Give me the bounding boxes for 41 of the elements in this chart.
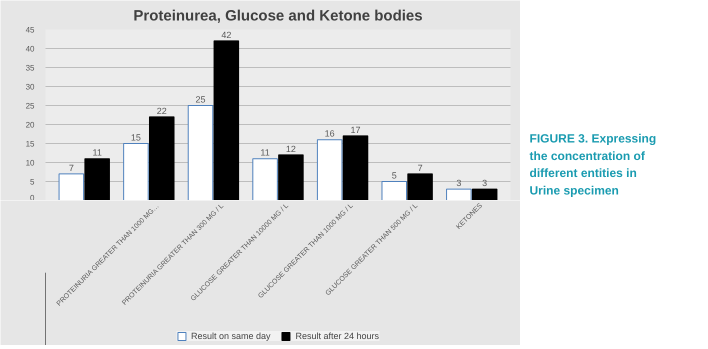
bar <box>188 105 214 200</box>
data-label: 5 <box>392 170 397 180</box>
bar <box>381 181 408 200</box>
y-tick-label: 25 <box>26 102 36 110</box>
y-tick-label: 20 <box>26 120 36 130</box>
y-tick-label: 45 <box>26 26 36 34</box>
data-label: 42 <box>221 30 232 40</box>
y-tick-label: 30 <box>26 82 36 92</box>
data-label: 11 <box>92 148 102 158</box>
bar <box>342 135 368 200</box>
bar <box>148 116 175 200</box>
y-tick-label: 35 <box>26 64 36 72</box>
data-label: 25 <box>195 94 206 104</box>
data-label: 3 <box>482 178 488 188</box>
bar <box>58 173 84 200</box>
bar <box>407 173 433 200</box>
data-label: 17 <box>350 124 361 135</box>
y-tick-label: 5 <box>30 178 36 186</box>
legend-label: Result on same day <box>190 331 270 341</box>
caption: FIGURE 3. Expressing the concentration of different entities in Urine specimen <box>530 132 656 198</box>
legend-label: Result after 24 hours <box>296 331 380 341</box>
y-tick-label: 10 <box>26 158 36 168</box>
y-tick-label: 40 <box>26 44 36 54</box>
data-label: 16 <box>324 128 335 139</box>
data-label: 15 <box>130 132 141 142</box>
y-tick-label: 15 <box>26 140 36 148</box>
data-label: 7 <box>68 162 74 173</box>
data-label: 3 <box>456 178 462 188</box>
chart-title: Proteinurea, Glucose and Ketone bodies <box>133 8 423 24</box>
bar <box>123 143 149 200</box>
bar <box>84 158 110 200</box>
bar <box>278 154 304 200</box>
bar <box>446 188 472 200</box>
bar <box>316 139 342 200</box>
bar <box>472 188 498 200</box>
data-label: 7 <box>418 162 423 173</box>
data-label: 12 <box>286 144 296 154</box>
data-label: 11 <box>260 148 270 158</box>
bar <box>214 40 240 200</box>
data-label: 22 <box>156 106 167 116</box>
bar <box>252 158 278 200</box>
